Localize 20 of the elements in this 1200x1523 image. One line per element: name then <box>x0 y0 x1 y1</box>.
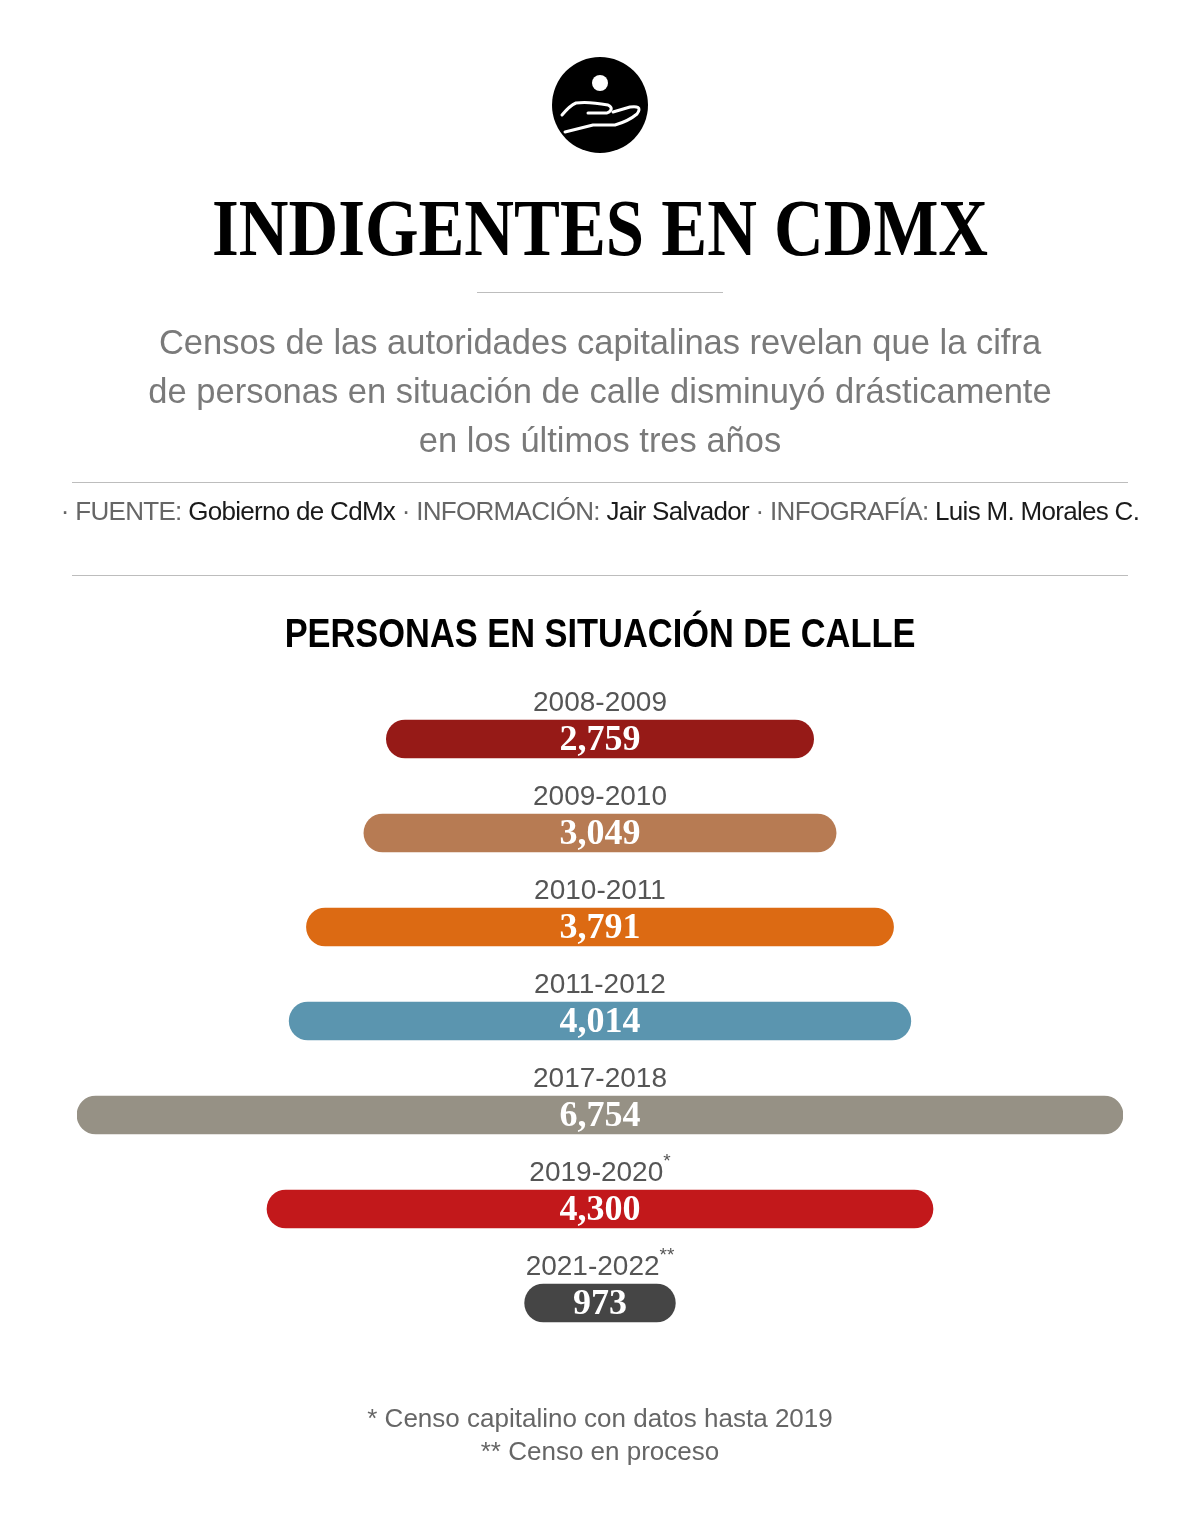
data-label: 973 <box>573 1282 627 1323</box>
category-label: 2008-2009 <box>533 685 667 717</box>
category-label: 2010-2011 <box>534 873 666 905</box>
text: Censos de las autoridades capitalinas revelan que la cifra de personas en situación de calle disminuyó drásticamente en los últimos tres años <box>147 322 1053 461</box>
text: ** Censo en proceso <box>479 1435 721 1468</box>
data-label: 4,300 <box>559 1188 641 1229</box>
text: INDIGENTES EN CDMX <box>211 183 989 274</box>
category-label: 2019-2020* <box>529 1150 672 1187</box>
category-label: 2021-2022** <box>525 1244 675 1281</box>
category-label: 2017-2018 <box>533 1061 667 1093</box>
text: · FUENTE: Gobierno de CdMx · INFORMACIÓN: Jair Salvador · INFOGRAFÍA: Luis M. Morales C. <box>60 496 1140 526</box>
data-label: 3,049 <box>559 812 641 853</box>
text: PERSONAS EN SITUACIÓN DE CALLE <box>283 610 917 656</box>
data-label: 3,791 <box>559 906 641 947</box>
data-label: 4,014 <box>559 1000 641 1041</box>
data-label: 2,759 <box>559 718 641 759</box>
category-label: 2011-2012 <box>534 967 666 999</box>
text: * Censo capitalino con datos hasta 2019 <box>366 1402 834 1435</box>
category-label: 2009-2010 <box>533 779 667 811</box>
data-label: 6,754 <box>559 1094 641 1135</box>
